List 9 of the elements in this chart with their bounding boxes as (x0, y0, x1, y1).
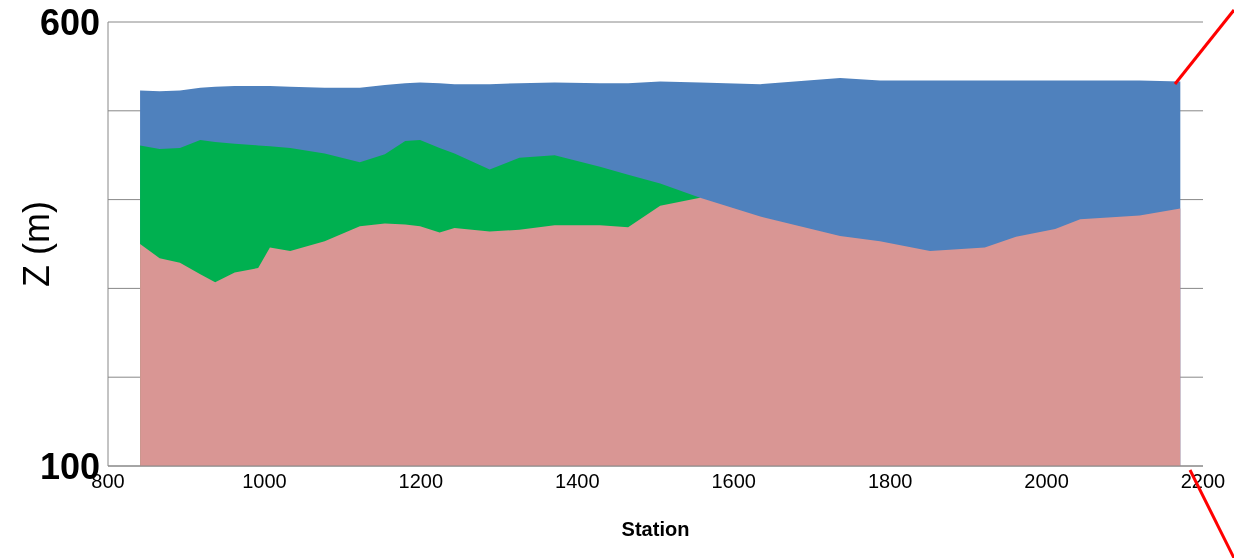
x-tick-label: 1600 (711, 470, 756, 493)
y-tick-label: 600 (39, 1, 100, 43)
x-tick-label: 1400 (555, 470, 600, 493)
x-tick-label: 1000 (242, 470, 287, 493)
x-tick-label: 2000 (1024, 470, 1069, 493)
x-axis-title: Station (621, 518, 690, 540)
x-tick-label: 1200 (398, 470, 444, 493)
y-axis-title: Z (m) (15, 201, 57, 287)
x-tick-label: 1800 (867, 470, 913, 493)
